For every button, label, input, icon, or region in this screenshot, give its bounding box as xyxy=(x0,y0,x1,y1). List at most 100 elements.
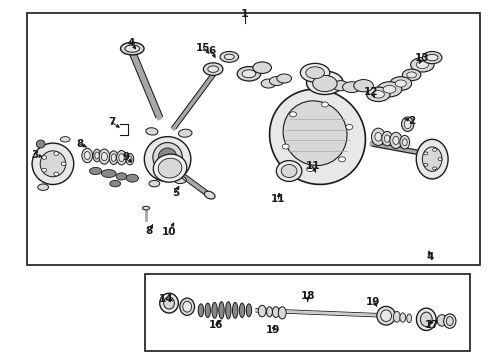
Ellipse shape xyxy=(420,312,432,327)
Ellipse shape xyxy=(40,151,66,177)
Ellipse shape xyxy=(36,140,45,148)
Text: 11: 11 xyxy=(271,194,286,204)
Circle shape xyxy=(307,167,314,172)
Ellipse shape xyxy=(395,80,406,87)
Circle shape xyxy=(42,156,47,159)
Ellipse shape xyxy=(267,307,272,317)
Ellipse shape xyxy=(128,156,132,162)
Ellipse shape xyxy=(225,302,231,319)
Text: 9: 9 xyxy=(123,152,130,162)
Circle shape xyxy=(433,167,437,170)
Ellipse shape xyxy=(60,136,70,142)
Ellipse shape xyxy=(208,66,219,72)
Ellipse shape xyxy=(125,45,140,52)
Text: 1: 1 xyxy=(241,9,249,19)
Text: 18: 18 xyxy=(300,291,315,301)
Ellipse shape xyxy=(377,306,395,325)
Ellipse shape xyxy=(110,180,121,187)
Ellipse shape xyxy=(84,152,90,159)
Text: 12: 12 xyxy=(364,87,379,97)
Circle shape xyxy=(424,163,428,166)
Ellipse shape xyxy=(183,301,192,312)
Ellipse shape xyxy=(422,147,442,171)
Ellipse shape xyxy=(270,89,366,184)
Circle shape xyxy=(339,157,345,162)
Ellipse shape xyxy=(93,149,101,162)
Ellipse shape xyxy=(116,173,127,180)
Ellipse shape xyxy=(153,143,182,172)
Ellipse shape xyxy=(372,91,384,98)
Ellipse shape xyxy=(164,297,174,309)
Text: 2: 2 xyxy=(408,116,415,126)
Ellipse shape xyxy=(153,154,187,182)
Text: 15: 15 xyxy=(196,42,211,53)
Text: 10: 10 xyxy=(162,227,176,237)
Ellipse shape xyxy=(404,120,411,129)
Ellipse shape xyxy=(203,63,223,76)
Ellipse shape xyxy=(283,101,347,166)
Ellipse shape xyxy=(258,305,266,317)
Ellipse shape xyxy=(126,174,138,182)
Text: 4: 4 xyxy=(127,38,135,48)
Ellipse shape xyxy=(119,154,124,162)
Text: 11: 11 xyxy=(305,161,320,171)
Ellipse shape xyxy=(281,165,297,177)
Ellipse shape xyxy=(416,308,436,330)
Ellipse shape xyxy=(313,75,337,91)
Ellipse shape xyxy=(174,176,186,184)
Circle shape xyxy=(61,162,66,166)
Text: 16: 16 xyxy=(208,320,223,330)
Text: 19: 19 xyxy=(366,297,381,307)
Ellipse shape xyxy=(198,304,203,317)
Ellipse shape xyxy=(32,143,74,184)
Ellipse shape xyxy=(401,117,414,131)
Ellipse shape xyxy=(400,313,406,322)
Ellipse shape xyxy=(402,139,407,145)
Circle shape xyxy=(54,152,59,155)
Ellipse shape xyxy=(407,72,416,78)
Ellipse shape xyxy=(371,128,385,145)
Ellipse shape xyxy=(38,184,49,190)
Bar xyxy=(27,13,480,265)
Ellipse shape xyxy=(375,132,382,141)
Circle shape xyxy=(424,152,428,155)
Ellipse shape xyxy=(411,58,434,72)
Ellipse shape xyxy=(426,54,438,61)
Ellipse shape xyxy=(354,80,373,92)
Ellipse shape xyxy=(242,70,256,78)
Ellipse shape xyxy=(89,167,102,175)
Circle shape xyxy=(438,158,442,161)
Ellipse shape xyxy=(276,161,302,181)
Text: 14: 14 xyxy=(159,294,174,304)
Ellipse shape xyxy=(367,87,390,102)
Text: 3: 3 xyxy=(32,150,39,160)
Text: 4: 4 xyxy=(426,252,434,262)
Text: 13: 13 xyxy=(415,53,430,63)
Ellipse shape xyxy=(253,62,271,73)
Ellipse shape xyxy=(99,149,110,164)
Ellipse shape xyxy=(219,302,224,319)
Ellipse shape xyxy=(180,298,195,315)
Ellipse shape xyxy=(377,82,402,97)
Ellipse shape xyxy=(261,79,276,88)
Ellipse shape xyxy=(121,42,144,55)
Ellipse shape xyxy=(160,293,178,313)
Ellipse shape xyxy=(446,317,453,325)
Ellipse shape xyxy=(416,139,448,179)
Ellipse shape xyxy=(400,135,410,149)
Ellipse shape xyxy=(82,148,93,163)
Ellipse shape xyxy=(382,131,392,146)
Ellipse shape xyxy=(416,61,428,68)
Ellipse shape xyxy=(205,303,211,318)
Ellipse shape xyxy=(385,135,390,142)
Ellipse shape xyxy=(393,311,400,322)
Circle shape xyxy=(282,144,289,149)
Ellipse shape xyxy=(307,71,343,94)
Ellipse shape xyxy=(300,63,330,82)
Circle shape xyxy=(433,148,437,151)
Text: 5: 5 xyxy=(172,188,179,198)
Ellipse shape xyxy=(407,314,412,323)
Ellipse shape xyxy=(146,128,158,135)
Ellipse shape xyxy=(117,150,126,165)
Circle shape xyxy=(346,125,353,130)
